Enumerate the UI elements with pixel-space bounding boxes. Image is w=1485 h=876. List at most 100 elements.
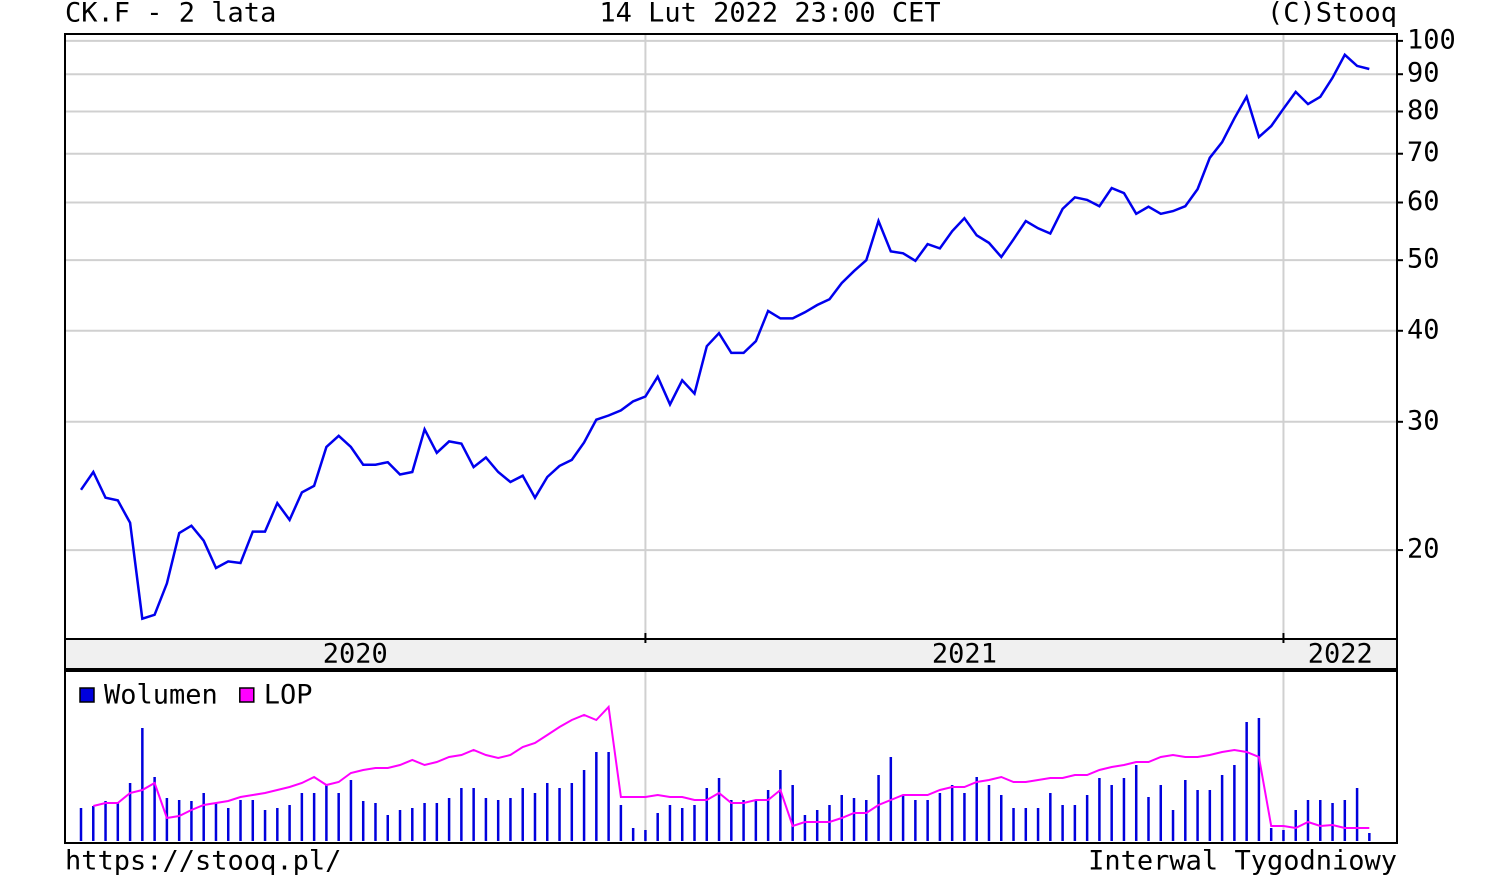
- volume-bar: [570, 783, 574, 841]
- volume-bar: [1036, 808, 1040, 841]
- volume-bar: [656, 813, 659, 841]
- volume-bar: [496, 800, 500, 841]
- volume-bar: [705, 788, 709, 841]
- volume-bar: [263, 810, 267, 841]
- volume-bar: [104, 801, 107, 841]
- volume-bar: [558, 788, 561, 841]
- volume-bar: [546, 783, 549, 841]
- volume-bar: [251, 800, 255, 841]
- volume-bar: [141, 728, 144, 841]
- volume-bar: [349, 780, 353, 841]
- volume-bar: [1208, 790, 1212, 841]
- volume-bar: [717, 778, 721, 841]
- volume-bar: [865, 800, 868, 841]
- volume-bar: [165, 798, 169, 841]
- volume-bar: [1294, 810, 1297, 841]
- y-tick-label: 30: [1407, 405, 1440, 436]
- volume-frame: [64, 670, 1398, 844]
- plot-frame: [64, 33, 1398, 670]
- volume-bar: [1355, 788, 1359, 841]
- volume-bar: [815, 810, 819, 841]
- volume-bar: [644, 830, 647, 841]
- volume-bar: [766, 790, 770, 841]
- volume-bar: [1171, 810, 1175, 841]
- x-tick-label: 2022: [1308, 639, 1373, 670]
- y-tick-label: 50: [1407, 244, 1440, 275]
- volume-bar: [374, 803, 377, 841]
- volume-bar: [1319, 800, 1322, 841]
- volume-bar: [1368, 833, 1371, 841]
- volume-bar: [226, 808, 230, 841]
- volume-bar: [312, 793, 316, 841]
- volume-bar: [472, 788, 475, 841]
- volume-bar: [1282, 830, 1285, 841]
- volume-bar: [116, 803, 120, 841]
- volume-bar: [607, 752, 610, 841]
- volume-bar: [1061, 805, 1064, 841]
- legend-label: LOP: [264, 680, 313, 711]
- volume-bar: [288, 805, 291, 841]
- volume-bar: [214, 803, 218, 841]
- volume-bar: [803, 815, 807, 841]
- volume-bar: [1257, 718, 1261, 841]
- volume-bar: [1245, 722, 1248, 841]
- volume-bar: [631, 828, 635, 841]
- y-tick-label: 60: [1407, 186, 1440, 217]
- volume-bar: [202, 793, 205, 841]
- volume-bar: [901, 795, 905, 841]
- volume-bar: [509, 798, 512, 841]
- volume-bar: [1000, 795, 1003, 841]
- price-line: [79, 52, 1370, 621]
- y-tick-label: 70: [1407, 137, 1440, 168]
- volume-bar: [300, 793, 304, 841]
- volume-bar: [582, 770, 586, 841]
- volume-bar: [975, 777, 978, 841]
- x-tick-label: 2020: [323, 639, 388, 670]
- legend-swatch: [239, 687, 255, 703]
- volume-bar: [963, 793, 966, 841]
- price-line: [93, 704, 1370, 830]
- y-tick-label: 20: [1407, 534, 1440, 565]
- volume-bar: [325, 785, 328, 841]
- volume-bar: [361, 801, 365, 841]
- volume-bar: [423, 803, 426, 841]
- footer-interval: Interwal Tygodniowy: [1088, 846, 1397, 876]
- volume-bar: [938, 793, 942, 841]
- volume-bar: [1184, 780, 1187, 841]
- x-axis-band: [65, 639, 1397, 669]
- volume-bar: [398, 810, 402, 841]
- volume-bar: [595, 752, 598, 841]
- volume-bar: [1147, 797, 1150, 841]
- volume-bar: [779, 770, 782, 841]
- volume-bar: [460, 788, 463, 841]
- legend-swatch: [79, 687, 95, 703]
- volume-bar: [386, 815, 389, 841]
- y-tick-label: 90: [1407, 58, 1440, 89]
- volume-bar: [730, 800, 733, 841]
- volume-bar: [276, 808, 279, 841]
- y-tick-label: 40: [1407, 314, 1440, 345]
- y-tick-label: 80: [1407, 95, 1440, 126]
- volume-bar: [1220, 775, 1224, 841]
- volume-bar: [1024, 808, 1028, 841]
- footer-url: https://stooq.pl/: [65, 846, 341, 876]
- volume-bar: [693, 805, 696, 841]
- volume-bar: [177, 800, 181, 841]
- volume-bar: [153, 777, 156, 841]
- volume-bar: [877, 775, 880, 841]
- volume-bar: [484, 798, 488, 841]
- chart-subtitle: 14 Lut 2022 23:00 CET: [599, 0, 940, 29]
- volume-bar: [1085, 795, 1089, 841]
- volume-bar: [533, 793, 537, 841]
- volume-bar: [754, 800, 758, 841]
- volume-bar: [1343, 800, 1347, 841]
- volume-bar: [1233, 765, 1236, 841]
- volume-bar: [435, 803, 439, 841]
- volume-bar: [1098, 778, 1101, 841]
- volume-bar: [950, 785, 954, 841]
- volume-bar: [447, 798, 451, 841]
- volume-bar: [239, 800, 242, 841]
- volume-bar: [1331, 803, 1334, 841]
- volume-bar: [1122, 778, 1126, 841]
